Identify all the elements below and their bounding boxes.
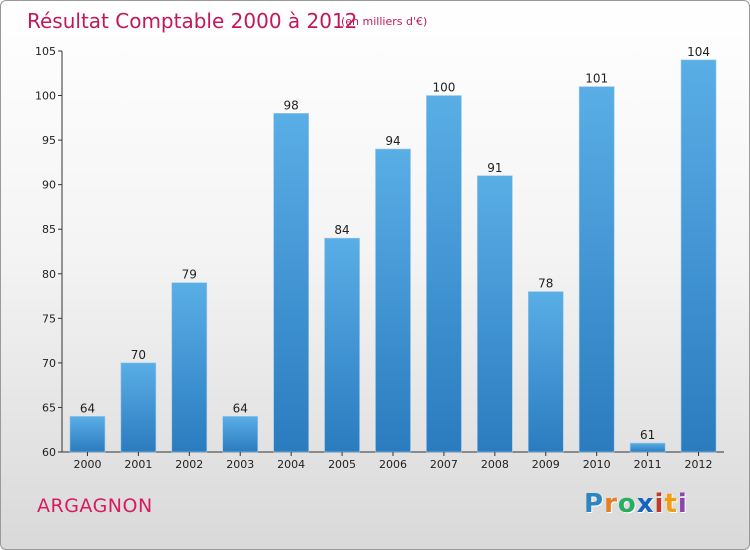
bar-2001 (120, 362, 157, 453)
y-tick-label: 85 (42, 223, 56, 236)
x-tick-label: 2001 (124, 458, 152, 471)
logo-letter: i (677, 489, 688, 519)
y-tick-label: 65 (42, 401, 56, 414)
x-tick-label: 2012 (685, 458, 713, 471)
bar-value-label: 94 (385, 134, 400, 148)
bar-value-label: 100 (432, 81, 455, 95)
bar-value-label: 98 (284, 98, 299, 112)
logo-letter: r (604, 489, 618, 519)
x-tick-label: 2004 (277, 458, 305, 471)
bar-value-label: 84 (334, 223, 349, 237)
y-tick-label: 75 (42, 312, 56, 325)
logo-letter: o (617, 489, 637, 519)
x-tick-label: 2006 (379, 458, 407, 471)
bar-value-label: 101 (585, 72, 608, 86)
bar-value-label: 78 (538, 277, 553, 291)
y-ticks: 60 65 70 75 80 85 90 95 100 105 (35, 45, 62, 459)
bars: 64 70 79 64 98 84 94 100 91 78 101 61 104 (69, 45, 717, 453)
bar-2005 (324, 237, 360, 453)
bar-2003 (222, 416, 259, 453)
y-tick-label: 60 (42, 446, 56, 459)
x-tick-label: 2007 (430, 458, 458, 471)
chart-subtitle: (en milliers d'€) (341, 15, 427, 28)
proxiti-logo: Proxiti (584, 489, 688, 519)
bar-2008 (477, 175, 513, 453)
logo-letter: P (584, 489, 605, 519)
bar-2000 (69, 416, 106, 453)
bar-2012 (680, 59, 717, 453)
logo-letter: i (654, 489, 665, 519)
x-tick-label: 2005 (328, 458, 356, 471)
chart-title: Résultat Comptable 2000 à 2012 (27, 9, 357, 33)
x-tick-label: 2008 (481, 458, 509, 471)
bar-2006 (375, 148, 411, 453)
y-tick-label: 95 (42, 134, 56, 147)
bar-value-label: 61 (640, 428, 655, 442)
bar-value-label: 104 (687, 45, 710, 59)
logo-letter: x (636, 489, 655, 519)
y-tick-label: 90 (42, 179, 56, 192)
x-tick-label: 2009 (532, 458, 560, 471)
y-tick-label: 100 (35, 90, 56, 103)
x-tick-label: 2011 (634, 458, 662, 471)
x-ticks: 2000 2001 2002 2003 2004 2005 2006 2007 2008 2009… (73, 452, 713, 471)
x-tick-label: 2002 (175, 458, 203, 471)
bar-value-label: 64 (233, 401, 248, 415)
y-tick-label: 70 (42, 357, 56, 370)
bar-2007 (426, 95, 462, 453)
x-tick-label: 2003 (226, 458, 254, 471)
bar-value-label: 70 (131, 348, 146, 362)
bar-value-label: 91 (487, 161, 502, 175)
x-tick-label: 2000 (73, 458, 101, 471)
y-tick-label: 80 (42, 268, 56, 281)
bar-value-label: 79 (182, 268, 197, 282)
bar-2002 (171, 282, 208, 453)
commune-name: ARGAGNON (37, 495, 153, 517)
bar-2010 (578, 86, 615, 453)
y-tick-label: 105 (35, 45, 56, 58)
bar-2011 (629, 442, 666, 453)
bar-2009 (527, 291, 564, 453)
x-tick-label: 2010 (583, 458, 611, 471)
bar-2004 (273, 113, 309, 453)
logo-letter: t (664, 489, 678, 519)
bar-value-label: 64 (80, 401, 95, 415)
